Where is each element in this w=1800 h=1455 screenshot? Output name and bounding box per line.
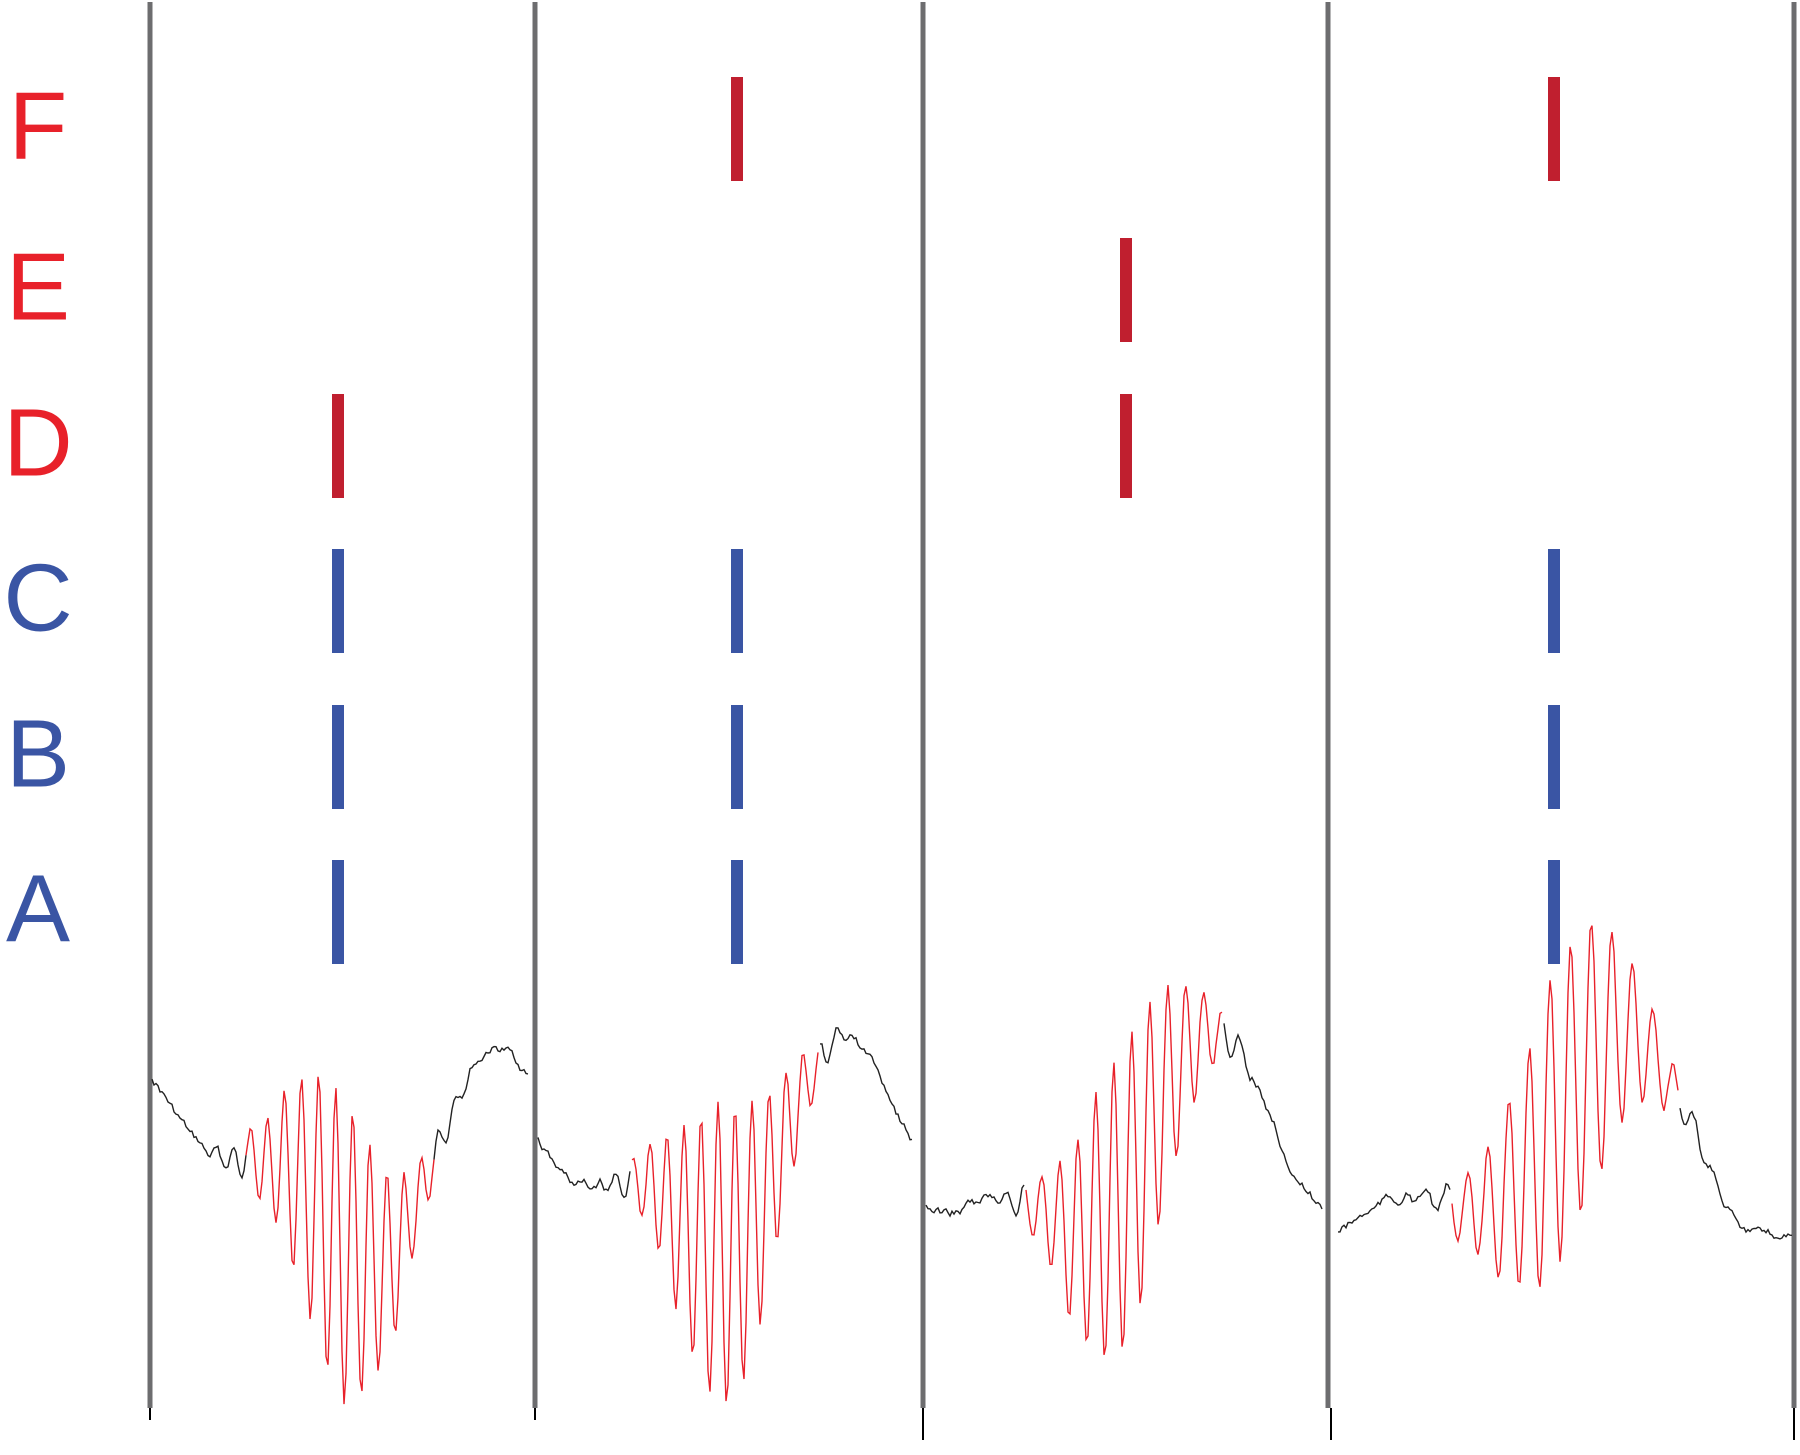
- event-mark: [1548, 860, 1560, 964]
- row-label: E: [6, 233, 70, 340]
- event-mark: [731, 705, 743, 809]
- row-label: C: [3, 544, 72, 651]
- event-mark: [332, 860, 344, 964]
- event-mark: [1548, 705, 1560, 809]
- waveform-baseline: [1223, 1023, 1323, 1210]
- event-mark: [1120, 238, 1132, 342]
- event-mark: [731, 860, 743, 964]
- waveform-baseline: [433, 1045, 529, 1160]
- waveform-baseline: [1338, 1182, 1451, 1233]
- event-mark: [1120, 394, 1132, 498]
- waveform-event: [1451, 925, 1679, 1287]
- waveform-event: [245, 1076, 435, 1405]
- event-mark: [332, 549, 344, 653]
- waveform-event: [631, 1052, 819, 1402]
- event-mark: [332, 394, 344, 498]
- event-mark: [731, 77, 743, 181]
- waveform-baseline: [1679, 1107, 1793, 1240]
- row-label: F: [9, 72, 68, 179]
- row-label: A: [6, 855, 70, 962]
- event-mark: [731, 549, 743, 653]
- waveform-baseline: [537, 1137, 631, 1199]
- event-mark: [332, 705, 344, 809]
- row-label: B: [6, 700, 70, 807]
- waveform-baseline: [151, 1078, 247, 1180]
- event-mark: [1548, 549, 1560, 653]
- event-mark: [1548, 77, 1560, 181]
- dividers: [147, 2, 1797, 1408]
- waveform-baseline: [925, 1184, 1025, 1218]
- waveform-baseline: [820, 1027, 913, 1141]
- waveform-event: [1025, 985, 1223, 1355]
- ticks: [149, 1408, 1795, 1440]
- row-label: D: [3, 389, 72, 496]
